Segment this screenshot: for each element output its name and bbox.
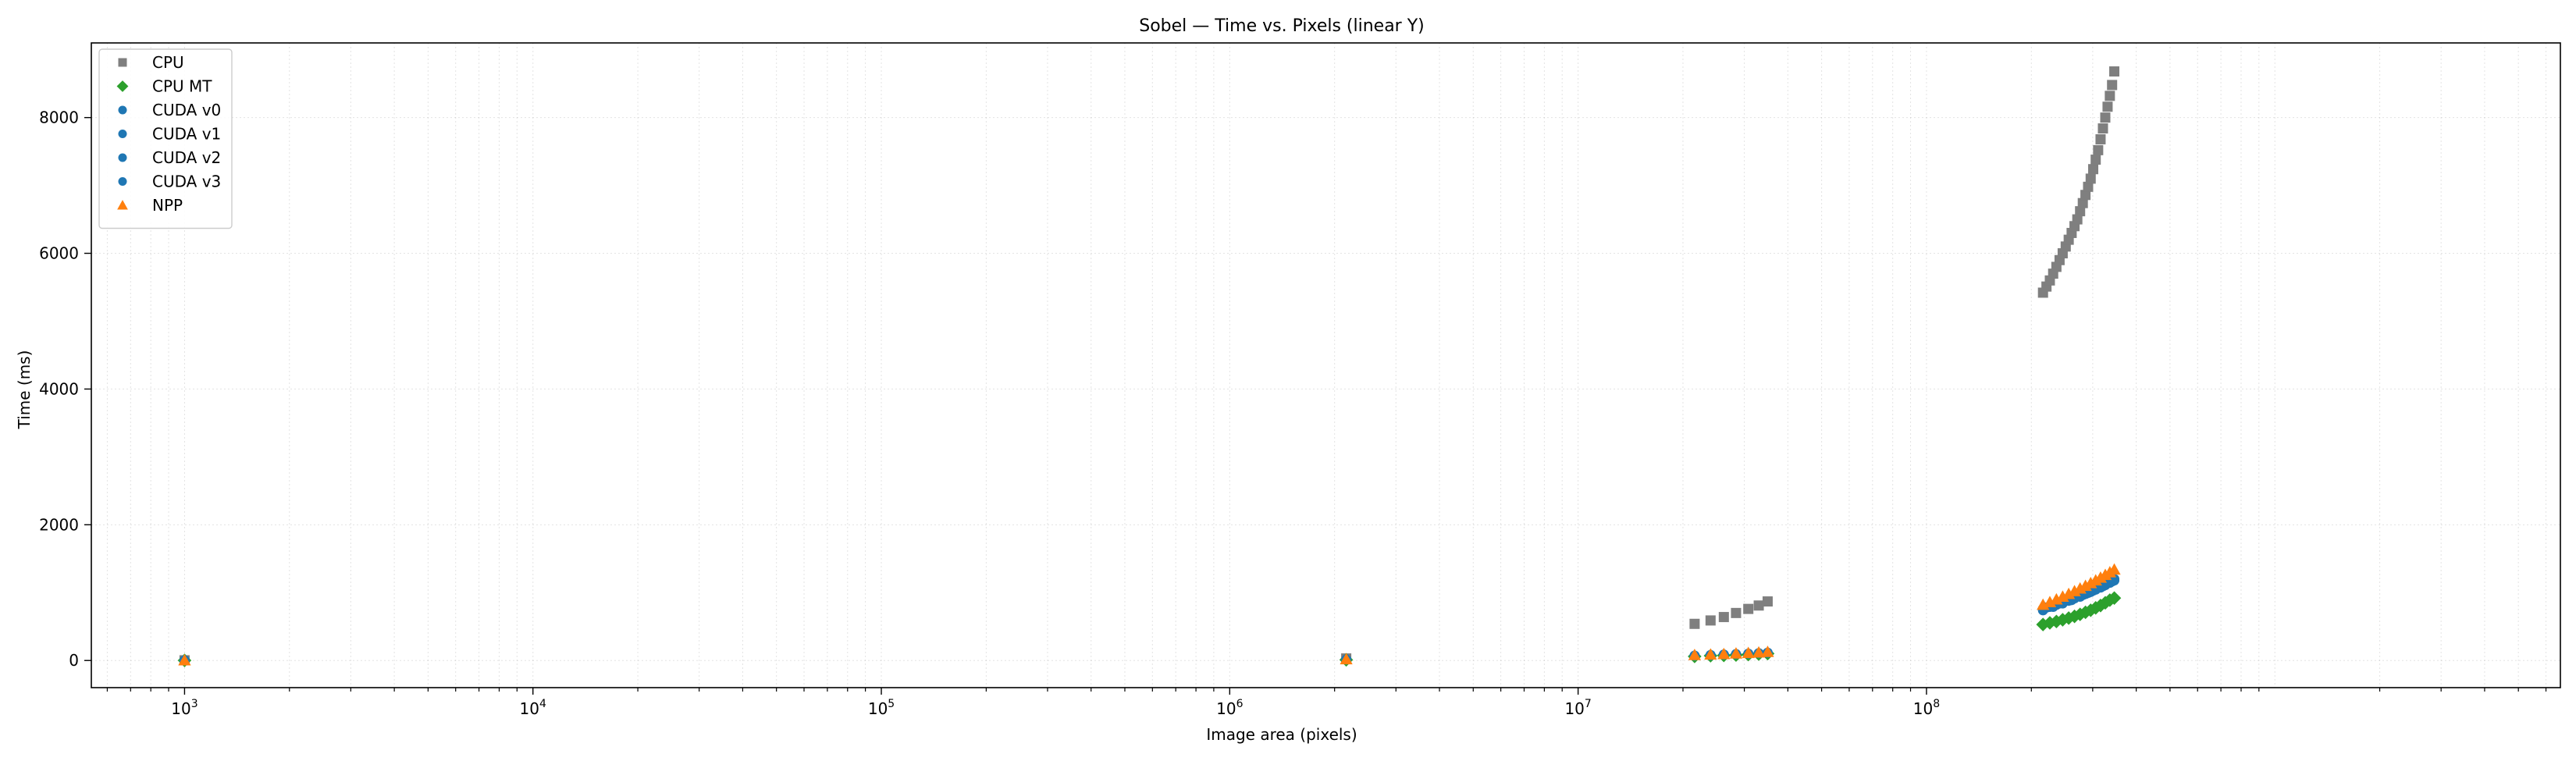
data-point bbox=[2107, 80, 2118, 91]
data-series bbox=[177, 66, 2122, 667]
legend-label: CUDA v0 bbox=[152, 101, 221, 119]
data-point bbox=[2109, 66, 2120, 77]
data-point bbox=[2077, 197, 2088, 208]
legend-label: CUDA v1 bbox=[152, 125, 221, 144]
data-point bbox=[2093, 144, 2104, 155]
data-point bbox=[178, 653, 191, 666]
data-point bbox=[2105, 91, 2115, 101]
x-axis-label: Image area (pixels) bbox=[1206, 725, 1357, 744]
legend-marker bbox=[118, 130, 127, 138]
grid bbox=[91, 43, 2560, 688]
chart-title: Sobel — Time vs. Pixels (linear Y) bbox=[1139, 16, 1425, 36]
legend-label: CUDA v2 bbox=[152, 148, 221, 167]
legend-marker bbox=[118, 105, 127, 115]
legend-label: CPU MT bbox=[152, 77, 212, 96]
legend: CPU CPU MT CUDA v0 CUDA v1 CUDA v2 CUDA v3 NPP bbox=[98, 48, 233, 229]
data-point bbox=[2085, 173, 2096, 184]
y-tick-label: 4000 bbox=[39, 379, 79, 398]
data-point bbox=[1340, 653, 1353, 665]
data-point bbox=[2090, 155, 2101, 165]
data-point bbox=[1717, 647, 1731, 660]
y-tick-label: 0 bbox=[69, 651, 79, 670]
data-point bbox=[2036, 617, 2050, 631]
x-axis-ticks: 103 104 105 106 107 108 bbox=[106, 688, 2547, 718]
data-point bbox=[1705, 615, 1716, 626]
x-tick-label: 108 bbox=[1913, 698, 1940, 718]
data-point bbox=[2043, 616, 2057, 630]
data-point bbox=[1742, 646, 1755, 659]
data-point bbox=[2062, 611, 2076, 625]
data-point bbox=[2098, 596, 2112, 610]
x-tick-label: 103 bbox=[171, 698, 197, 718]
legend-frame bbox=[98, 48, 233, 229]
data-point bbox=[2108, 563, 2121, 575]
plot-area-frame bbox=[91, 42, 2561, 688]
data-point bbox=[1753, 600, 1764, 611]
x-tick-label: 106 bbox=[1216, 698, 1243, 718]
legend-marker bbox=[117, 200, 128, 210]
data-point bbox=[2083, 181, 2094, 192]
data-point bbox=[2097, 123, 2108, 134]
data-point bbox=[1752, 645, 1766, 658]
y-axis-ticks: 0 2000 4000 6000 8000 bbox=[39, 108, 91, 670]
data-point bbox=[1729, 647, 1743, 659]
y-tick-label: 8000 bbox=[39, 108, 79, 127]
legend-label: CPU bbox=[152, 53, 184, 72]
legend-marker bbox=[118, 177, 127, 186]
data-point bbox=[2072, 214, 2083, 225]
data-point bbox=[1761, 645, 1774, 657]
data-point bbox=[2102, 101, 2113, 112]
legend-label: CUDA v3 bbox=[152, 172, 221, 191]
x-tick-label: 107 bbox=[1564, 698, 1591, 718]
legend-marker bbox=[118, 153, 127, 162]
data-point bbox=[2088, 164, 2099, 175]
data-point bbox=[1718, 612, 1729, 623]
y-tick-label: 6000 bbox=[39, 244, 79, 263]
legend-label: NPP bbox=[152, 196, 183, 215]
data-point bbox=[1743, 603, 1754, 614]
data-point bbox=[1704, 648, 1717, 660]
data-point bbox=[2107, 591, 2122, 606]
x-tick-label: 104 bbox=[520, 698, 546, 718]
data-point bbox=[2100, 112, 2111, 123]
data-point bbox=[1689, 618, 1700, 629]
data-point bbox=[1688, 649, 1702, 660]
series-group bbox=[178, 563, 2121, 666]
data-point bbox=[2095, 133, 2106, 144]
data-point bbox=[1762, 596, 1773, 607]
y-tick-label: 2000 bbox=[39, 515, 79, 534]
legend-marker bbox=[118, 58, 127, 67]
y-axis-label: Time (ms) bbox=[15, 350, 34, 430]
data-point bbox=[2080, 190, 2091, 201]
data-point bbox=[1731, 607, 1742, 618]
x-tick-label: 105 bbox=[868, 698, 895, 718]
legend-marker bbox=[116, 80, 129, 92]
data-point bbox=[2075, 206, 2086, 217]
